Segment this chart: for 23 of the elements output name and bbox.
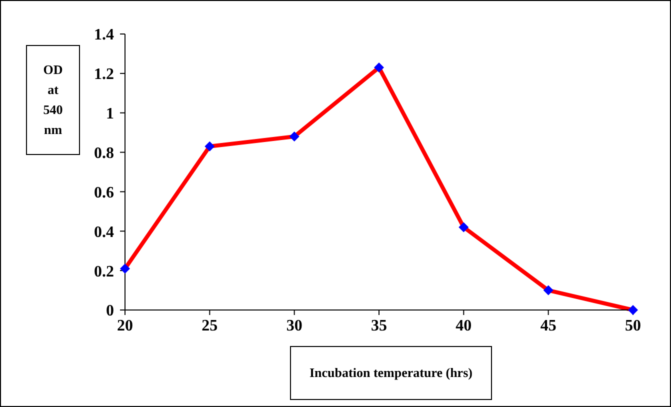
y-axis-title: OD at 540 nm	[42, 61, 64, 139]
x-tick-label: 50	[625, 317, 641, 334]
point	[543, 285, 554, 296]
y-tick-label: 0.4	[94, 224, 114, 241]
point	[374, 62, 384, 73]
y-tick-label: 1	[106, 106, 114, 123]
x-tick-label: 40	[456, 317, 472, 334]
x-tick-label: 30	[286, 317, 302, 334]
point	[458, 222, 469, 232]
x-tick-label: 25	[202, 317, 218, 334]
x-tick-label: 20	[117, 317, 133, 334]
y-tick-label: 0.6	[94, 184, 114, 202]
y-tick-label: 1.4	[94, 26, 114, 44]
y-tick-label: 0.2	[94, 263, 114, 280]
point	[204, 141, 215, 152]
point	[289, 132, 300, 142]
y-tick-label: 1.2	[94, 66, 114, 84]
y-tick-label: 0	[106, 302, 114, 320]
x-tick-label: 35	[371, 317, 387, 334]
x-axis-title: Incubation temperature (hrs)	[310, 365, 472, 381]
x-tick-label: 45	[540, 317, 556, 334]
y-tick-label: 0.8	[94, 144, 114, 162]
point	[120, 264, 130, 274]
